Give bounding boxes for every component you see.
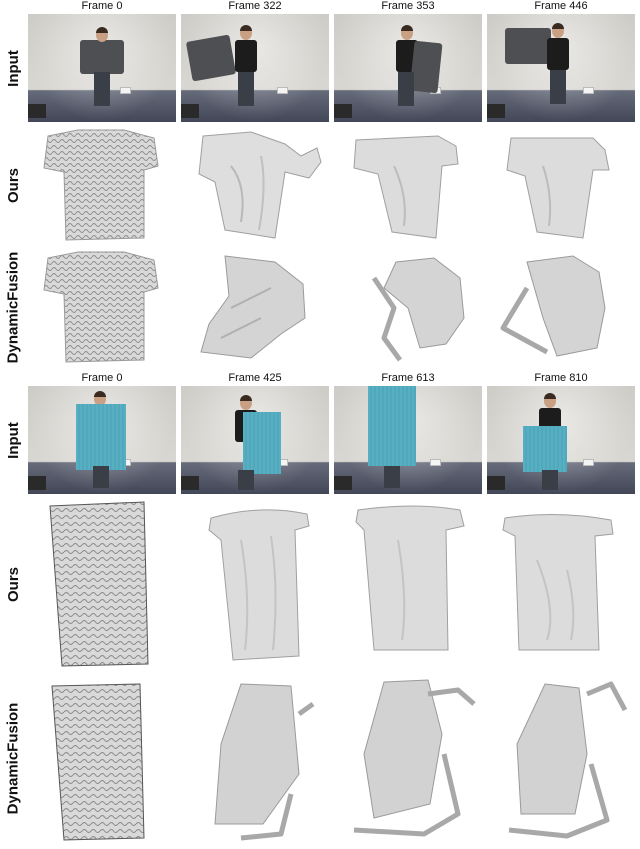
- ours-reconstruction: [487, 500, 635, 668]
- input-photo: [334, 14, 482, 122]
- input-photo: [334, 386, 482, 494]
- input-photo: [28, 14, 176, 122]
- row-label-ours: Ours: [4, 566, 22, 602]
- ours-reconstruction: [28, 126, 176, 244]
- dynamicfusion-reconstruction: [28, 674, 176, 842]
- ours-reconstruction: [181, 500, 329, 668]
- dynamicfusion-reconstruction: [334, 674, 482, 842]
- ours-reconstruction: [334, 126, 482, 244]
- frame-label: Frame 425: [228, 372, 282, 384]
- row-label-dynamicfusion: DynamicFusion: [4, 702, 22, 814]
- frame-label: Frame 322: [228, 0, 282, 12]
- frame-label: Frame 446: [534, 0, 588, 12]
- ours-reconstruction: [487, 126, 635, 244]
- frame-label: Frame 613: [381, 372, 435, 384]
- towel-sequence: Frame 0 Frame 425 Frame 613 Frame 810 In…: [0, 372, 640, 849]
- input-photo: [487, 386, 635, 494]
- frame-label: Frame 0: [81, 0, 123, 12]
- ours-reconstruction: [334, 500, 482, 668]
- input-photo: [181, 14, 329, 122]
- ours-reconstruction: [181, 126, 329, 244]
- frame-label: Frame 353: [381, 0, 435, 12]
- ours-reconstruction: [28, 500, 176, 668]
- dynamicfusion-reconstruction: [487, 674, 635, 842]
- input-photo: [28, 386, 176, 494]
- row-label-input: Input: [4, 49, 22, 87]
- frame-label: Frame 0: [81, 372, 123, 384]
- row-label-input: Input: [4, 421, 22, 459]
- input-photo: [181, 386, 329, 494]
- dynamicfusion-reconstruction: [487, 248, 635, 366]
- frame-label: Frame 810: [534, 372, 588, 384]
- input-photo: [487, 14, 635, 122]
- dynamicfusion-reconstruction: [28, 248, 176, 366]
- dynamicfusion-reconstruction: [181, 248, 329, 366]
- dynamicfusion-reconstruction: [181, 674, 329, 842]
- dynamicfusion-reconstruction: [334, 248, 482, 366]
- shirt-sequence: Frame 0 Frame 322 Frame 353 Frame 446 In…: [0, 0, 640, 370]
- row-label-ours: Ours: [4, 167, 22, 203]
- row-label-dynamicfusion: DynamicFusion: [4, 251, 22, 363]
